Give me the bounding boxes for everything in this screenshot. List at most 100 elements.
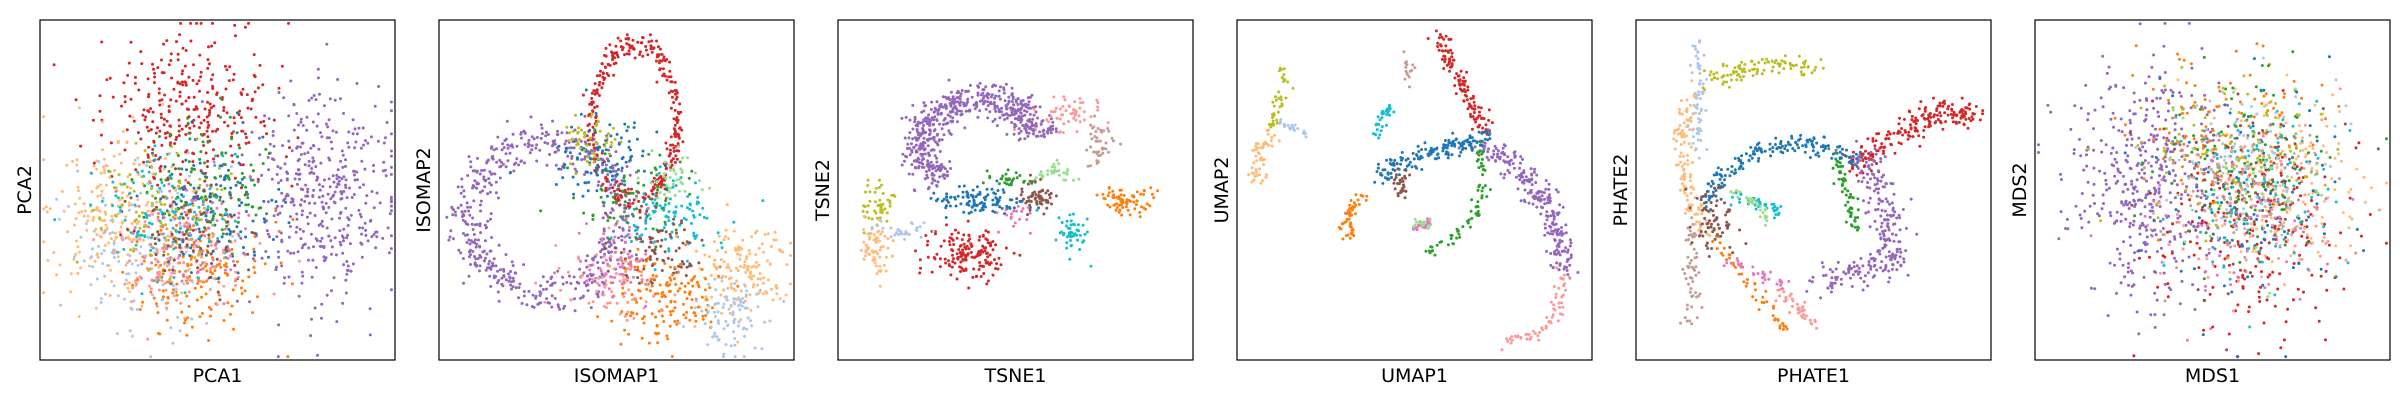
isomap-point-purple	[445, 215, 449, 219]
isomap-point-olive	[607, 152, 611, 156]
isomap-point-green	[607, 237, 611, 241]
isomap-point-purple	[468, 242, 472, 246]
pca-point-green	[228, 193, 232, 197]
isomap-point-orange	[704, 277, 708, 281]
isomap-point-purple	[502, 269, 506, 273]
isomap-point-purple	[475, 263, 479, 267]
tsne-point-blue	[991, 203, 995, 207]
isomap-point-orange	[666, 337, 670, 341]
isomap-point-purple	[561, 282, 565, 286]
isomap-point-pink	[629, 267, 633, 271]
isomap-point-orange	[623, 328, 627, 332]
isomap-point-brown	[659, 244, 663, 248]
pca-point-green	[230, 137, 234, 141]
tsne-point-red	[986, 251, 989, 255]
isomap-point-red	[641, 36, 645, 40]
isomap-point-purple	[556, 269, 560, 273]
isomap-point-red	[626, 187, 630, 191]
isomap-point-blue	[601, 168, 605, 172]
pca-point-green	[198, 157, 202, 161]
pca-point-red	[288, 146, 291, 150]
isomap-point-green	[663, 220, 667, 224]
isomap-point-red	[605, 179, 609, 183]
pca-point-red	[197, 115, 201, 119]
pca-point-blue	[223, 177, 227, 181]
pca-point-light-blue	[112, 284, 116, 288]
isomap-point-purple	[470, 222, 474, 226]
tsne-point-red	[979, 275, 983, 278]
isomap-point-blue	[601, 161, 605, 165]
tsne-point-olive	[878, 198, 882, 202]
pca-point-purple	[320, 302, 324, 306]
pca-point-pink	[176, 257, 180, 260]
pca-point-red	[259, 120, 263, 124]
pca-point-purple	[360, 255, 364, 259]
isomap-point-red	[597, 83, 601, 87]
tsne-point-purple	[934, 169, 938, 173]
tsne-point-blue	[1005, 204, 1009, 208]
pca-point-blue	[262, 199, 266, 203]
tsne-point-blue	[942, 197, 946, 201]
isomap-point-purple	[471, 250, 475, 253]
pca-point-blue	[204, 214, 208, 218]
tsne-point-purple	[1002, 91, 1006, 95]
isomap-point-purple	[459, 191, 463, 195]
tsne-point-tan	[1106, 127, 1110, 130]
pca-point-green	[241, 183, 244, 187]
pca-point-cyan	[178, 227, 182, 231]
pca-point-pink	[172, 271, 176, 275]
pca-point-red	[176, 80, 180, 84]
tsne-point-purple	[901, 152, 905, 156]
pca-point-light-orange	[91, 218, 95, 222]
isomap-point-purple	[514, 286, 518, 290]
pca-point-purple	[389, 195, 393, 199]
isomap-point-purple	[473, 179, 477, 183]
pca-point-purple	[309, 334, 313, 338]
isomap-point-magenta	[624, 217, 628, 221]
tsne-point-purple	[951, 119, 955, 123]
pca-point-light-orange	[134, 259, 138, 262]
pca-point-purple	[308, 201, 311, 205]
pca-point-brown	[209, 252, 213, 256]
pca-point-blue	[267, 255, 270, 259]
pca-point-blue	[182, 252, 186, 256]
tsne-point-light-blue	[903, 232, 907, 236]
tsne-point-purple	[903, 136, 907, 140]
pca-point-light-orange	[92, 164, 96, 168]
pca-point-olive	[152, 154, 155, 158]
tsne-point-blue	[991, 198, 995, 202]
isomap-point-olive	[580, 128, 583, 132]
isomap-point-red	[599, 69, 602, 73]
pca-point-green	[265, 212, 269, 216]
pca-point-olive	[125, 185, 129, 189]
pca-point-light-orange	[126, 175, 130, 179]
pca-point-purple	[383, 168, 387, 172]
pca-point-magenta	[212, 160, 216, 164]
isomap-point-purple	[628, 173, 632, 177]
tsne-point-purple	[921, 144, 925, 148]
pca-point-pink	[92, 238, 96, 242]
tsne-point-purple	[949, 167, 953, 170]
isomap-point-olive	[610, 140, 614, 144]
isomap-point-red	[674, 154, 678, 158]
pca-point-red	[284, 155, 288, 159]
tsne-point-purple	[978, 81, 982, 85]
tsne-point-olive	[874, 186, 878, 190]
pca-point-green	[200, 171, 204, 175]
pca-point-red	[160, 71, 164, 75]
isomap-point-orange	[653, 292, 657, 296]
pca-point-purple	[387, 251, 391, 255]
pca-point-orange	[217, 280, 221, 284]
isomap-point-red	[650, 39, 654, 43]
isomap-point-light-blue	[743, 283, 746, 287]
isomap-point-purple	[580, 158, 584, 162]
isomap-point-purple	[569, 282, 573, 285]
tsne-point-purple	[981, 96, 985, 100]
isomap-point-light-blue	[706, 310, 710, 314]
pca-point-red	[246, 106, 250, 110]
isomap-point-pink	[534, 281, 538, 285]
tsne-point-olive	[868, 190, 872, 194]
pca-point-magenta	[201, 203, 205, 207]
pca-point-red	[123, 95, 127, 98]
pca-point-olive	[158, 200, 162, 204]
